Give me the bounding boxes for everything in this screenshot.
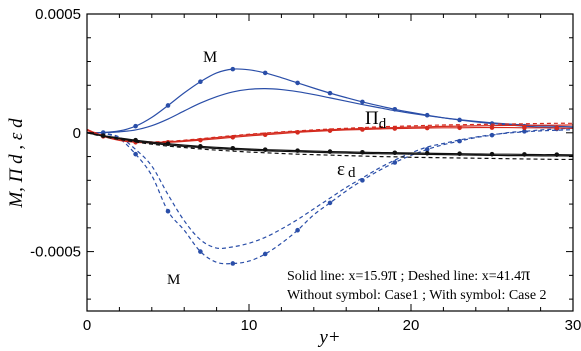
series-line-3 bbox=[86, 129, 574, 250]
series-4-point bbox=[554, 125, 560, 131]
series-line-2 bbox=[86, 127, 574, 265]
series-2-point bbox=[165, 208, 171, 214]
series-2-point bbox=[424, 147, 430, 152]
series-0-point bbox=[262, 70, 268, 76]
series-line-1 bbox=[86, 88, 574, 134]
ticks-layer: 0 10 20 30 0.0005 0 -0.0005 bbox=[30, 6, 581, 334]
series-2-point bbox=[262, 251, 268, 257]
x-tick-label: 30 bbox=[565, 317, 581, 334]
series-0-point bbox=[133, 123, 138, 129]
series-4-point bbox=[489, 125, 495, 130]
y-axis-label: M, Π d , ε d bbox=[6, 118, 27, 209]
series-2-point bbox=[327, 200, 333, 206]
series-0-point bbox=[327, 90, 333, 96]
annotation-m-lower: M bbox=[167, 272, 180, 288]
series-line-9 bbox=[86, 132, 574, 161]
note-line-1-b: ; Deshed line: x=41.4 bbox=[397, 269, 521, 284]
series-2-point bbox=[295, 227, 300, 233]
y-tick-label: -0.0005 bbox=[30, 244, 81, 261]
note-pi-1: π bbox=[388, 264, 397, 284]
annotation-eps-subscript: d bbox=[348, 165, 356, 181]
series-0-point bbox=[198, 79, 203, 85]
series-0-point bbox=[360, 99, 365, 105]
annotation-pi: Πd bbox=[365, 108, 387, 132]
series-2-point bbox=[198, 249, 203, 254]
series-2-point bbox=[230, 261, 236, 266]
annotation-eps-symbol: ε bbox=[337, 159, 345, 180]
x-tick-label: 10 bbox=[241, 317, 258, 334]
y-tick-label: 0.0005 bbox=[35, 6, 81, 23]
series-2-point bbox=[392, 160, 398, 165]
series-4-point bbox=[522, 125, 527, 131]
plot-frame bbox=[86, 13, 574, 312]
note-line-1-a: Solid line: x=15.9 bbox=[287, 269, 388, 284]
series-layer bbox=[86, 66, 574, 266]
series-line-6 bbox=[86, 122, 574, 143]
annotation-m-upper: M bbox=[203, 49, 217, 66]
annotation-pi-subscript: d bbox=[379, 116, 387, 132]
y-tick-label: 0 bbox=[73, 125, 81, 142]
note-pi-2: π bbox=[521, 264, 530, 284]
annotation-pi-symbol: Π bbox=[365, 108, 379, 129]
x-axis-label: y+ bbox=[317, 327, 340, 348]
x-tick-label: 20 bbox=[403, 317, 420, 334]
series-0-point bbox=[230, 66, 236, 72]
series-line-8 bbox=[86, 132, 574, 157]
series-2-point bbox=[457, 138, 462, 144]
x-tick-label: 0 bbox=[83, 317, 91, 334]
series-2-point bbox=[133, 151, 138, 157]
series-0-point bbox=[295, 80, 300, 86]
note-line-2: Without symbol: Case1 ; With symbol: Cas… bbox=[287, 288, 547, 303]
note-line-1: Solid line: x=15.9π ; Deshed line: x=41.… bbox=[287, 264, 530, 284]
series-0-point bbox=[165, 103, 171, 108]
